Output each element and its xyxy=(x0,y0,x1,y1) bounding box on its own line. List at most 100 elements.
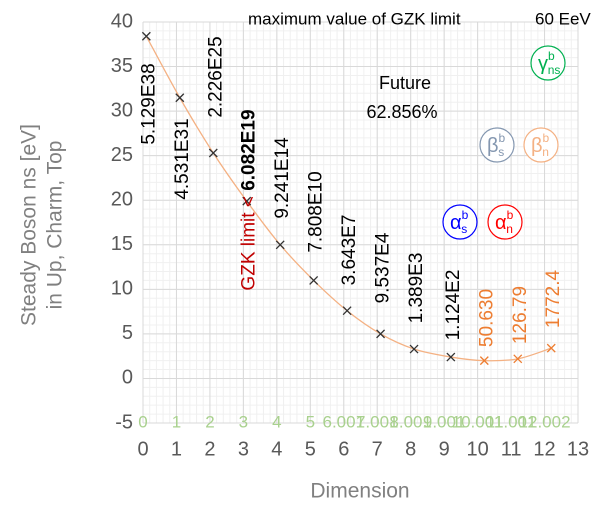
badge-sub: s xyxy=(498,145,504,159)
marker xyxy=(141,31,151,41)
data-label: 1.389E3 xyxy=(406,253,427,324)
data-label: 7.808E10 xyxy=(306,171,327,252)
marker-stroke xyxy=(208,148,218,158)
bottom-label: 9.001 xyxy=(423,412,466,431)
x-tick-label: 13 xyxy=(567,438,589,460)
y-tick-label: 0 xyxy=(122,367,133,389)
bottom-label: 4 xyxy=(272,412,281,431)
badge: αb n xyxy=(495,208,514,236)
x-tick-label: 5 xyxy=(305,438,316,460)
x-tick-label: 2 xyxy=(204,438,215,460)
chart-title: maximum value of GZK limit xyxy=(248,9,461,28)
badge: αb s xyxy=(450,208,469,236)
x-tick-label: 8 xyxy=(405,438,416,460)
badge-sup: b xyxy=(543,131,550,145)
badge-sup: b xyxy=(507,208,514,222)
bottom-label: 5 xyxy=(306,412,315,431)
y-tick-label: 25 xyxy=(111,144,133,166)
badge-ring xyxy=(523,127,559,163)
badge: βb n xyxy=(531,131,550,159)
data-label: 9.241E14 xyxy=(272,137,293,219)
x-tick-label: 7 xyxy=(372,438,383,460)
marker xyxy=(546,343,556,353)
badge-base: γ xyxy=(538,53,548,75)
badge-base: α xyxy=(495,212,507,234)
bottom-label: 3 xyxy=(239,412,248,431)
y-tick-label: 5 xyxy=(122,322,133,344)
data-label: 126.79 xyxy=(510,286,531,344)
badge-ring xyxy=(487,204,523,240)
marker xyxy=(342,306,352,316)
marker-stroke xyxy=(275,240,285,250)
marker-stroke xyxy=(342,306,352,316)
y-tick-label: 30 xyxy=(111,99,133,121)
y-tick-label: 20 xyxy=(111,189,133,211)
data-label: 3.643E7 xyxy=(339,215,360,286)
badge-ring xyxy=(442,204,478,240)
badge-base: β xyxy=(531,135,543,157)
x-axis-title: Dimension xyxy=(310,480,409,503)
x-tick-label: 0 xyxy=(137,438,148,460)
marker-stroke xyxy=(409,344,419,354)
y-axis-title-line: in Up, Charm, Top xyxy=(44,141,67,310)
data-label: 1772.4 xyxy=(543,270,564,329)
badge-sup: b xyxy=(548,49,555,63)
marker xyxy=(275,240,285,250)
bottom-label: 12.002 xyxy=(519,412,571,431)
marker xyxy=(309,275,319,285)
marker xyxy=(479,356,489,366)
x-tick-label: 3 xyxy=(238,438,249,460)
marker xyxy=(175,93,185,103)
badge-ring xyxy=(479,127,515,163)
marker xyxy=(242,196,252,206)
x-tick-label: 6 xyxy=(338,438,349,460)
badge: βb s xyxy=(487,131,506,159)
marker-stroke xyxy=(141,31,151,41)
data-label: 50.630 xyxy=(476,289,497,347)
data-label: 9.537E4 xyxy=(373,232,394,303)
badge-ring xyxy=(530,45,566,81)
bottom-label: 2 xyxy=(205,412,214,431)
marker-stroke xyxy=(546,343,556,353)
badge: γb ns xyxy=(538,49,560,77)
marker-stroke xyxy=(479,356,489,366)
y-tick-label: -5 xyxy=(115,411,133,433)
marker-stroke xyxy=(175,93,185,103)
badge-sub: n xyxy=(506,222,513,236)
data-label: GZK limit < 6.082E19 xyxy=(239,109,260,290)
marker-stroke xyxy=(513,354,523,364)
marker-stroke xyxy=(309,275,319,285)
badge-sub: n xyxy=(542,145,549,159)
bottom-label: 8.001 xyxy=(389,412,432,431)
bottom-label: 6.001 xyxy=(322,412,365,431)
marker xyxy=(376,329,386,339)
y-axis-title-line: Steady Boson ns [eV] xyxy=(18,124,41,326)
y-axis-title: Steady Boson ns [eV] in Up, Charm, Top xyxy=(18,124,67,326)
marker-stroke xyxy=(446,352,456,362)
marker xyxy=(446,352,456,362)
marker-stroke xyxy=(242,196,252,206)
y-tick-label: 10 xyxy=(111,278,133,300)
data-label-value: 6.082E19 xyxy=(239,109,260,190)
badge-base: α xyxy=(450,212,462,234)
x-tick-label: 12 xyxy=(533,438,555,460)
title-value: 60 EeV xyxy=(535,9,591,28)
badge-base: β xyxy=(487,135,499,157)
x-tick-label: 9 xyxy=(439,438,450,460)
x-tick-label: 4 xyxy=(271,438,282,460)
marker xyxy=(208,148,218,158)
badge-sub: ns xyxy=(548,63,561,77)
badge-sup: b xyxy=(499,131,506,145)
annotation: 62.856% xyxy=(366,102,437,122)
badge-sub: s xyxy=(461,222,467,236)
bottom-label: 7.001 xyxy=(356,412,399,431)
y-tick-label: 15 xyxy=(111,233,133,255)
x-tick-label: 10 xyxy=(466,438,488,460)
x-tick-label: 11 xyxy=(501,438,522,460)
annotation: Future xyxy=(379,73,431,93)
marker xyxy=(513,354,523,364)
data-label: 4.531E31 xyxy=(172,118,193,199)
y-tick-label: 40 xyxy=(111,10,133,32)
data-label: 2.226E25 xyxy=(205,36,226,117)
